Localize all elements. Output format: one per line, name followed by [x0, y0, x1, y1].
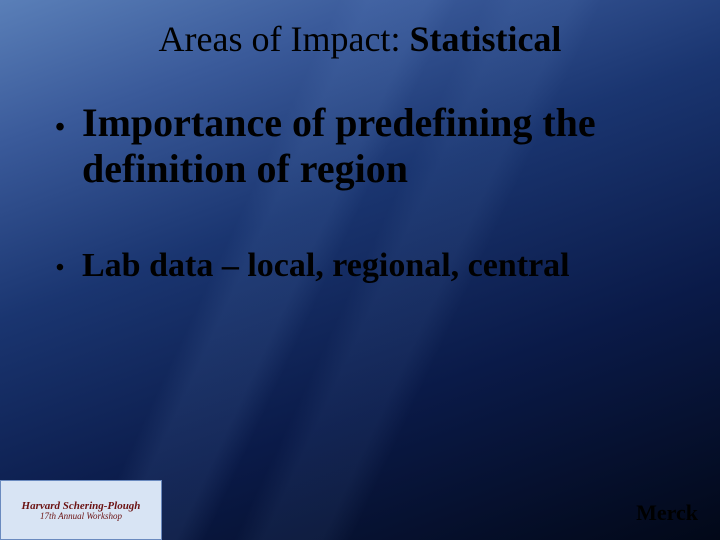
bullet-dot-icon: • — [38, 246, 82, 280]
bullet-dot-icon: • — [38, 100, 82, 142]
slide-title: Areas of Impact: Statistical — [0, 18, 720, 60]
bullet-text: Importance of predefining the definition… — [82, 100, 682, 192]
bullet-text: Lab data – local, regional, central — [82, 246, 682, 285]
brand-label: Merck — [636, 500, 698, 526]
bullet-list: • Importance of predefining the definiti… — [38, 100, 682, 285]
bullet-item: • Lab data – local, regional, central — [38, 246, 682, 285]
title-plain: Areas of Impact: — [159, 19, 410, 59]
footer-logo: Harvard Schering-Plough 17th Annual Work… — [0, 480, 162, 540]
slide: Areas of Impact: Statistical • Importanc… — [0, 0, 720, 540]
footer-logo-line2: 17th Annual Workshop — [40, 511, 122, 521]
bullet-item: • Importance of predefining the definiti… — [38, 100, 682, 192]
title-bold: Statistical — [409, 19, 561, 59]
